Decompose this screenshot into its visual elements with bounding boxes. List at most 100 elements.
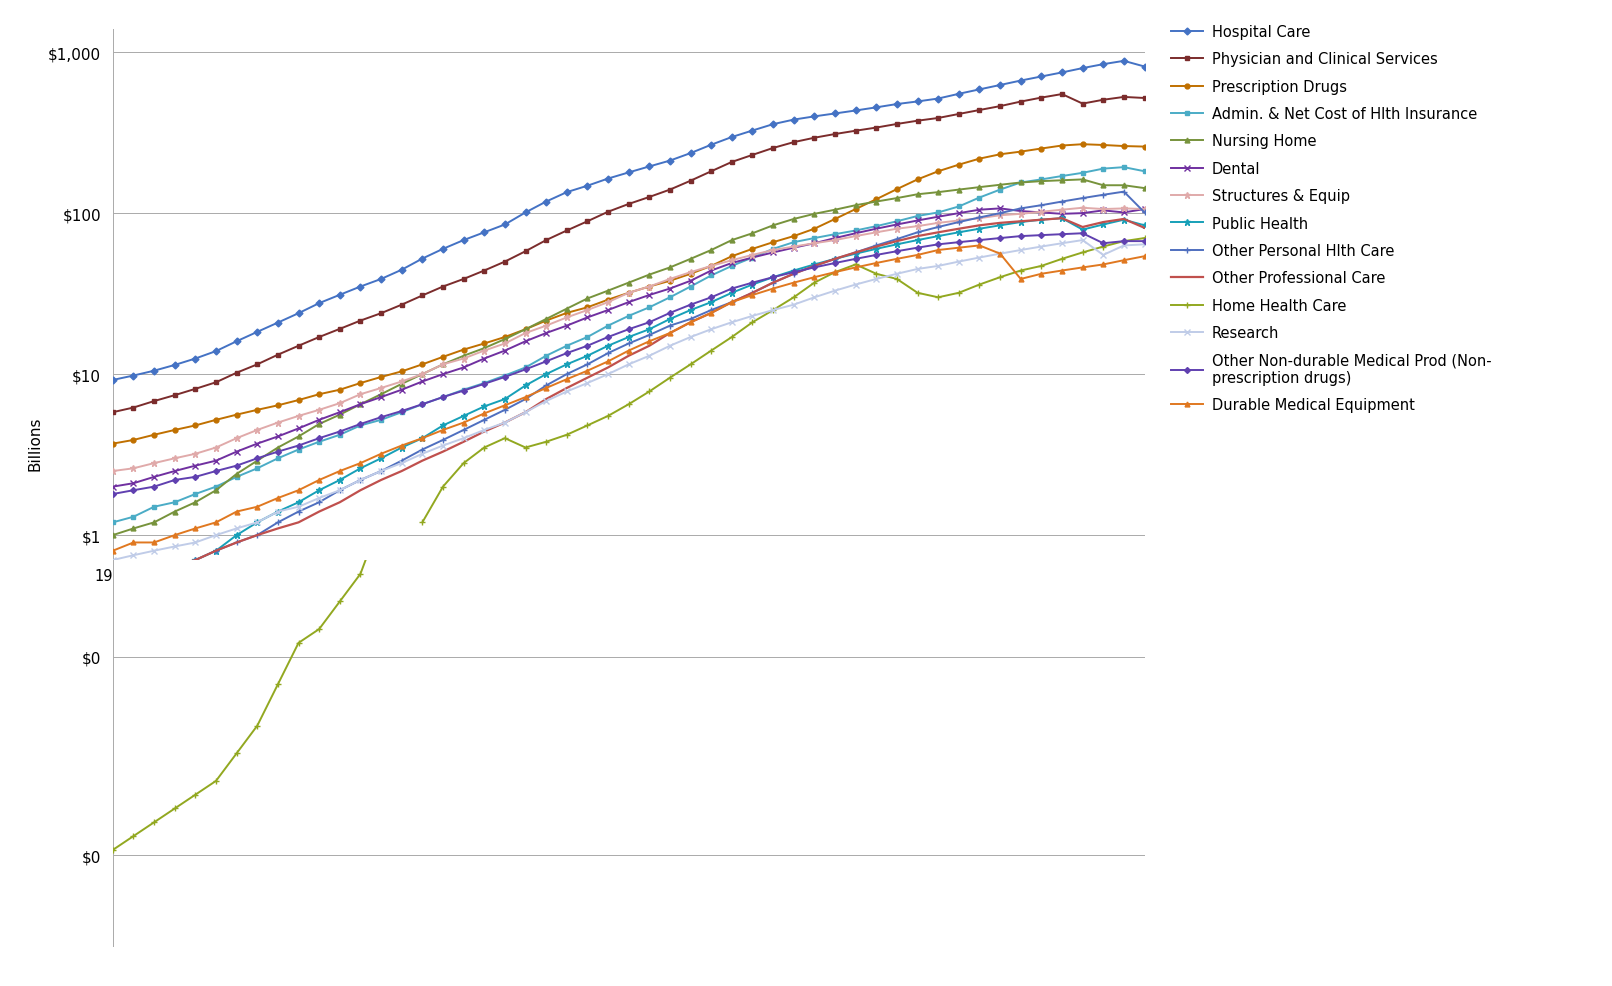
Line: Hospital Care: Hospital Care <box>110 59 1148 383</box>
Other Professional Care <box>330 497 350 509</box>
Hospital Care <box>434 244 453 255</box>
Dental <box>990 203 1009 215</box>
Physician and Clinical Services <box>1053 89 1072 101</box>
Admin. & Net Cost of Hlth Insurance <box>1093 164 1112 176</box>
Home Health Care <box>413 517 432 528</box>
Structures & Equip <box>1114 203 1133 215</box>
Durable Medical Equipment <box>434 425 453 437</box>
Line: Other Personal Hlth Care: Other Personal Hlth Care <box>110 189 1148 588</box>
Nursing Home <box>1114 180 1133 192</box>
Prescription Drugs <box>1074 139 1093 151</box>
Other Professional Care <box>434 447 453 458</box>
Other Professional Care <box>1053 213 1072 225</box>
Physician and Clinical Services <box>1114 92 1133 104</box>
Research <box>1114 241 1133 252</box>
Physician and Clinical Services <box>783 137 803 149</box>
Home Health Care <box>434 481 453 493</box>
Other Professional Care <box>1135 223 1154 235</box>
Structures & Equip <box>434 359 453 371</box>
Dental <box>783 243 803 254</box>
Other Non-durable Medical Prod (Non-
prescription drugs) <box>434 391 453 403</box>
Admin. & Net Cost of Hlth Insurance <box>330 429 350 441</box>
Hospital Care <box>1114 56 1133 68</box>
Structures & Equip <box>1135 204 1154 216</box>
Research <box>783 300 803 312</box>
Legend: Hospital Care, Physician and Clinical Services, Prescription Drugs, Admin. & Net: Hospital Care, Physician and Clinical Se… <box>1165 19 1498 419</box>
Prescription Drugs <box>1135 142 1154 154</box>
Dental <box>846 228 866 240</box>
Structures & Equip <box>1074 202 1093 214</box>
Research <box>846 279 866 291</box>
Hospital Care <box>330 290 350 302</box>
Structures & Equip <box>330 397 350 409</box>
Hospital Care <box>846 106 866 117</box>
Line: Public Health: Public Health <box>110 216 1148 603</box>
Other Personal Hlth Care <box>330 485 350 497</box>
Text: Billions: Billions <box>27 416 44 471</box>
Public Health <box>846 248 866 260</box>
Prescription Drugs <box>783 231 803 243</box>
Nursing Home <box>846 200 866 212</box>
Line: Physician and Clinical Services: Physician and Clinical Services <box>110 93 1148 415</box>
Structures & Equip <box>103 465 123 477</box>
Other Non-durable Medical Prod (Non-
prescription drugs) <box>103 489 123 501</box>
Research <box>413 449 432 460</box>
Other Non-durable Medical Prod (Non-
prescription drugs) <box>783 267 803 279</box>
Line: Home Health Care: Home Health Care <box>419 236 1148 526</box>
Nursing Home <box>1074 175 1093 186</box>
Line: Other Professional Care: Other Professional Care <box>113 219 1145 584</box>
Admin. & Net Cost of Hlth Insurance <box>413 399 432 411</box>
Other Personal Hlth Care <box>1114 186 1133 198</box>
Prescription Drugs <box>434 352 453 364</box>
Hospital Care <box>783 114 803 126</box>
Research <box>103 554 123 566</box>
Line: Durable Medical Equipment: Durable Medical Equipment <box>110 244 1148 553</box>
Public Health <box>103 594 123 605</box>
Dental <box>434 369 453 381</box>
Prescription Drugs <box>1114 141 1133 153</box>
Prescription Drugs <box>330 385 350 396</box>
Dental <box>1114 207 1133 219</box>
Other Professional Care <box>103 578 123 590</box>
Prescription Drugs <box>413 359 432 371</box>
Research <box>330 485 350 497</box>
Other Personal Hlth Care <box>434 435 453 447</box>
Nursing Home <box>330 409 350 421</box>
Hospital Care <box>103 375 123 387</box>
Physician and Clinical Services <box>330 323 350 335</box>
Durable Medical Equipment <box>330 465 350 477</box>
Public Health <box>434 420 453 432</box>
Other Personal Hlth Care <box>413 444 432 456</box>
Nursing Home <box>434 359 453 371</box>
Durable Medical Equipment <box>783 277 803 289</box>
Other Professional Care <box>846 247 866 259</box>
Research <box>1135 240 1154 251</box>
Home Health Care <box>846 259 866 271</box>
Other Personal Hlth Care <box>846 247 866 259</box>
Line: Structures & Equip: Structures & Equip <box>110 205 1148 475</box>
Public Health <box>413 433 432 445</box>
Other Non-durable Medical Prod (Non-
prescription drugs) <box>1114 236 1133 247</box>
Physician and Clinical Services <box>413 290 432 302</box>
Admin. & Net Cost of Hlth Insurance <box>1114 162 1133 174</box>
Home Health Care <box>1135 233 1154 245</box>
Dental <box>330 407 350 419</box>
Admin. & Net Cost of Hlth Insurance <box>434 391 453 403</box>
Line: Nursing Home: Nursing Home <box>110 177 1148 538</box>
Durable Medical Equipment <box>846 262 866 274</box>
Admin. & Net Cost of Hlth Insurance <box>783 237 803 248</box>
Line: Research: Research <box>110 238 1148 563</box>
Nursing Home <box>413 369 432 381</box>
Durable Medical Equipment <box>1135 251 1154 263</box>
Public Health <box>783 265 803 277</box>
Public Health <box>1114 215 1133 227</box>
Structures & Equip <box>846 231 866 243</box>
Other Non-durable Medical Prod (Non-
prescription drugs) <box>1135 236 1154 247</box>
Other Professional Care <box>783 268 803 280</box>
Prescription Drugs <box>103 438 123 450</box>
Other Non-durable Medical Prod (Non-
prescription drugs) <box>1074 228 1093 240</box>
Other Personal Hlth Care <box>1093 189 1112 201</box>
Durable Medical Equipment <box>413 433 432 445</box>
Admin. & Net Cost of Hlth Insurance <box>103 517 123 528</box>
Other Professional Care <box>1114 214 1133 226</box>
